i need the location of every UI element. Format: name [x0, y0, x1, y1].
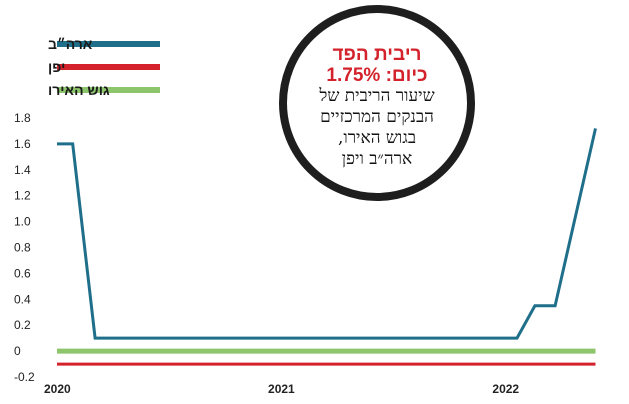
callout-text-line2: הבנקים המרכזיים	[320, 107, 434, 127]
y-tick-label: 0.4	[14, 292, 31, 306]
x-tick-label: 2020	[44, 382, 71, 396]
x-tick-label: 2022	[492, 382, 519, 396]
y-tick-label: 1.6	[14, 137, 31, 151]
x-tick-label: 2021	[268, 382, 295, 396]
y-axis-ticks: -0.2 0 0.2 0.4 0.6 0.8 1.0 1.2 1.4 1.6 1.8	[14, 111, 35, 384]
y-tick-label: 1.4	[14, 163, 31, 177]
legend: ארה״ב יפן גוש האירו	[48, 36, 160, 98]
series-line	[57, 128, 597, 340]
y-tick-label: 1.2	[14, 189, 31, 203]
callout-text-line3: בגוש האירו,	[337, 128, 417, 148]
series-lines	[57, 128, 597, 366]
legend-label: גוש האירו	[48, 82, 110, 98]
legend-swatch	[57, 64, 160, 70]
y-tick-label: 1.0	[14, 215, 31, 229]
callout-highlight-line1: ריבית הפד	[332, 44, 422, 65]
y-tick-label: -0.2	[14, 370, 35, 384]
legend-label: ארה״ב	[48, 36, 93, 52]
legend-label: יפן	[48, 59, 65, 75]
legend-swatch	[57, 87, 160, 93]
y-tick-label: 0.6	[14, 266, 31, 280]
y-tick-label: 0.8	[14, 241, 31, 255]
callout-highlight-line2: כיום: 1.75%	[326, 65, 428, 86]
x-axis-ticks: 2020 2021 2022	[44, 382, 519, 396]
callout-circle: ריבית הפד כיום: 1.75% שיעור הריבית של הב…	[279, 5, 475, 201]
callout-text-line4: ארה״ב ויפן	[341, 149, 413, 169]
callout-text-line1: שיעור הריבית של	[319, 86, 435, 106]
y-tick-label: 1.8	[14, 111, 31, 125]
legend-swatch	[57, 41, 160, 47]
y-tick-label: 0.2	[14, 318, 31, 332]
y-tick-label: 0	[14, 344, 21, 358]
